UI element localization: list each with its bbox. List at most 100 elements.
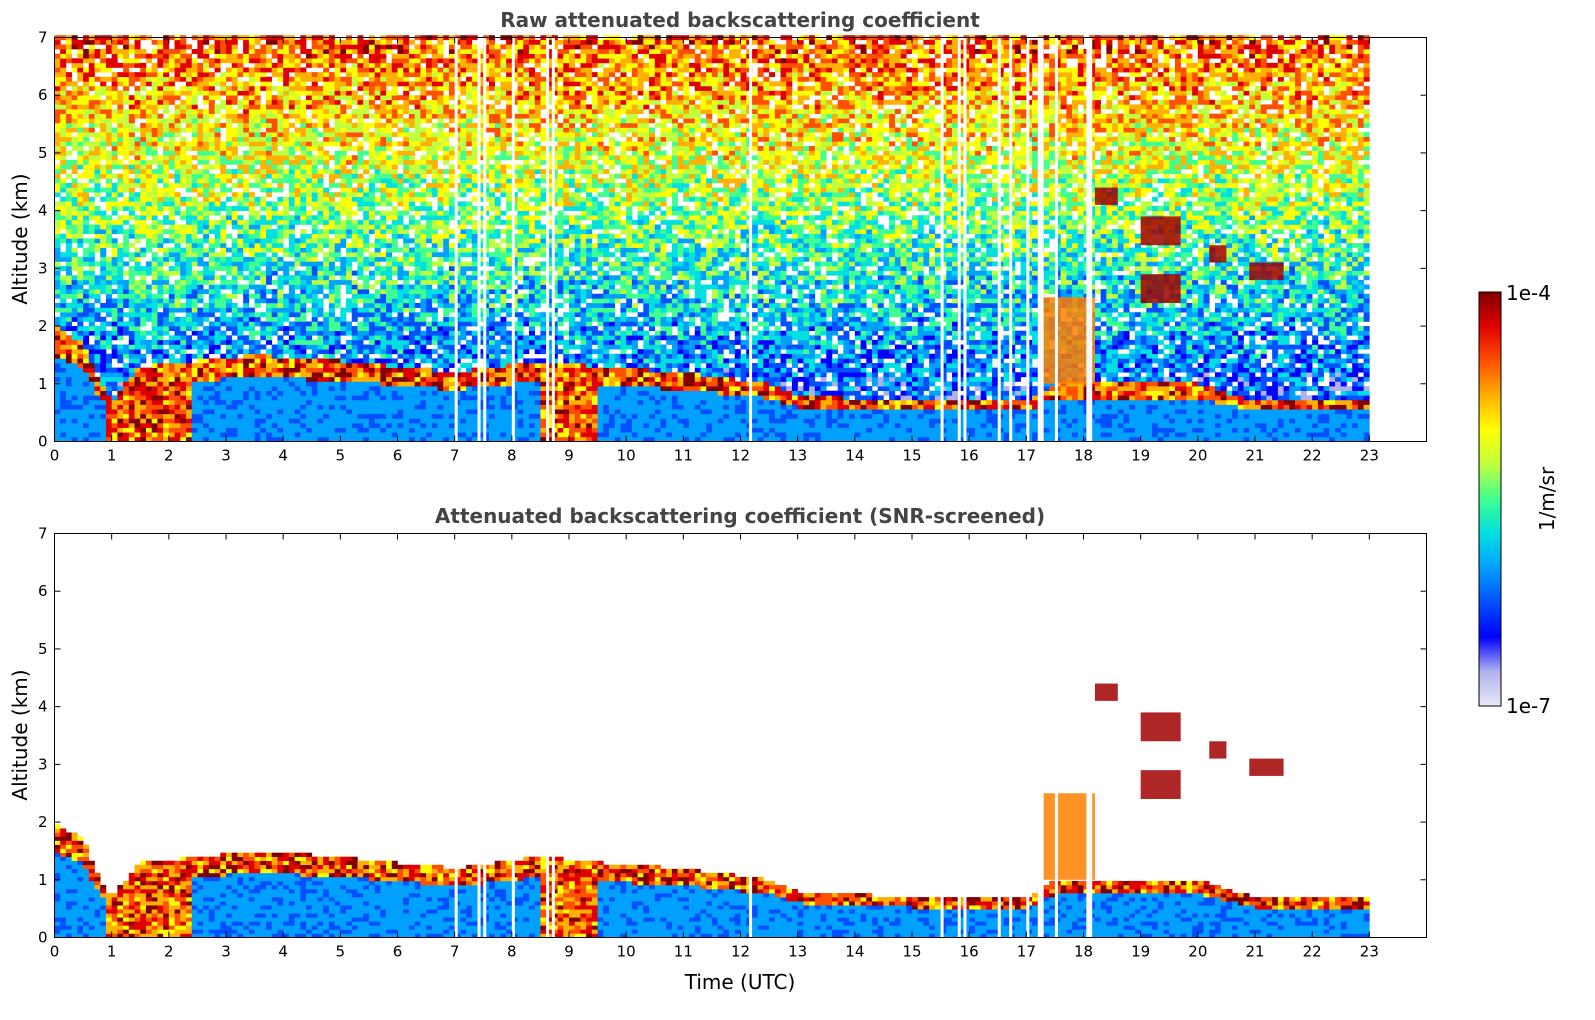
heatmap-cell (283, 368, 289, 373)
heatmap-cell (169, 308, 175, 313)
heatmap-cell (135, 169, 141, 174)
heatmap-cell (129, 312, 135, 317)
heatmap-cell (329, 58, 335, 63)
heatmap-cell (266, 432, 272, 437)
heatmap-cell (66, 317, 72, 322)
heatmap-cell (403, 224, 409, 229)
heatmap-cell (375, 169, 381, 174)
heatmap-cell (77, 160, 83, 165)
heatmap-cell (215, 192, 221, 197)
heatmap-cell (146, 248, 152, 253)
heatmap-cell (323, 261, 329, 266)
heatmap-cell (215, 68, 221, 73)
heatmap-cell (169, 340, 175, 345)
heatmap-cell (340, 386, 346, 391)
heatmap-cell (300, 151, 306, 156)
heatmap-cell (180, 340, 186, 345)
heatmap-cell (220, 192, 226, 197)
heatmap-cell (312, 229, 318, 234)
heatmap-cell (100, 340, 106, 345)
heatmap-cell (89, 238, 95, 243)
heatmap-cell (66, 372, 72, 377)
heatmap-cell (363, 395, 369, 400)
heatmap-cell (346, 100, 352, 105)
heatmap-cell (192, 128, 198, 133)
heatmap-cell (277, 44, 283, 49)
heatmap-cell (100, 377, 106, 382)
heatmap-cell (106, 303, 112, 308)
heatmap-cell (123, 405, 129, 410)
heatmap-cell (335, 155, 341, 160)
heatmap-cell (186, 252, 192, 257)
heatmap-cell (100, 289, 106, 294)
heatmap-cell (89, 211, 95, 216)
heatmap-cell (369, 95, 375, 100)
heatmap-cell (123, 238, 129, 243)
heatmap-cell (60, 146, 66, 151)
heatmap-cell (340, 95, 346, 100)
heatmap-cell (340, 206, 346, 211)
heatmap-cell (66, 363, 72, 368)
heatmap-cell (386, 238, 392, 243)
heatmap-cell (255, 224, 261, 229)
heatmap-cell (180, 49, 186, 54)
heatmap-cell (312, 261, 318, 266)
heatmap-cell (409, 335, 415, 340)
heatmap-cell (306, 275, 312, 280)
heatmap-cell (106, 391, 112, 396)
heatmap-cell (192, 91, 198, 96)
heatmap-cell (363, 298, 369, 303)
heatmap-cell (386, 308, 392, 313)
heatmap-cell (409, 68, 415, 73)
heatmap-cell (306, 395, 312, 400)
heatmap-cell (357, 331, 363, 336)
heatmap-cell (306, 414, 312, 419)
heatmap-cell (89, 100, 95, 105)
heatmap-cell (312, 349, 318, 354)
heatmap-cell (55, 104, 61, 109)
heatmap-cell (203, 192, 209, 197)
heatmap-cell (357, 141, 363, 146)
heatmap-cell (106, 164, 112, 169)
heatmap-cell (163, 49, 169, 54)
heatmap-cell (306, 271, 312, 276)
heatmap-cell (335, 400, 341, 405)
heatmap-cell (323, 409, 329, 414)
heatmap-cell (289, 183, 295, 188)
heatmap-cell (157, 432, 163, 437)
heatmap-cell (175, 160, 181, 165)
heatmap-cell (77, 317, 83, 322)
heatmap-cell (335, 224, 341, 229)
heatmap-cell (140, 104, 146, 109)
heatmap-cell (249, 335, 255, 340)
heatmap-cell (157, 335, 163, 340)
heatmap-cell (152, 188, 158, 193)
heatmap-cell (83, 312, 89, 317)
heatmap-cell (106, 414, 112, 419)
heatmap-cell (363, 211, 369, 216)
heatmap-cell (300, 201, 306, 206)
heatmap-cell (329, 266, 335, 271)
heatmap-cell (237, 160, 243, 165)
heatmap-cell (100, 104, 106, 109)
heatmap-cell (152, 197, 158, 202)
heatmap-cell (266, 109, 272, 114)
heatmap-cell (232, 432, 238, 437)
heatmap-cell (72, 298, 78, 303)
heatmap-cell (312, 423, 318, 428)
heatmap-cell (357, 206, 363, 211)
heatmap-cell (203, 252, 209, 257)
heatmap-cell (415, 128, 421, 133)
heatmap-cell (403, 257, 409, 262)
heatmap-cell (203, 54, 209, 59)
heatmap-cell (169, 414, 175, 419)
heatmap-cell (420, 368, 426, 373)
heatmap-cell (249, 40, 255, 45)
heatmap-cell (135, 248, 141, 253)
heatmap-cell (335, 215, 341, 220)
heatmap-cell (375, 321, 381, 326)
heatmap-cell (289, 49, 295, 54)
heatmap-cell (180, 109, 186, 114)
heatmap-cell (95, 349, 101, 354)
heatmap-cell (363, 238, 369, 243)
